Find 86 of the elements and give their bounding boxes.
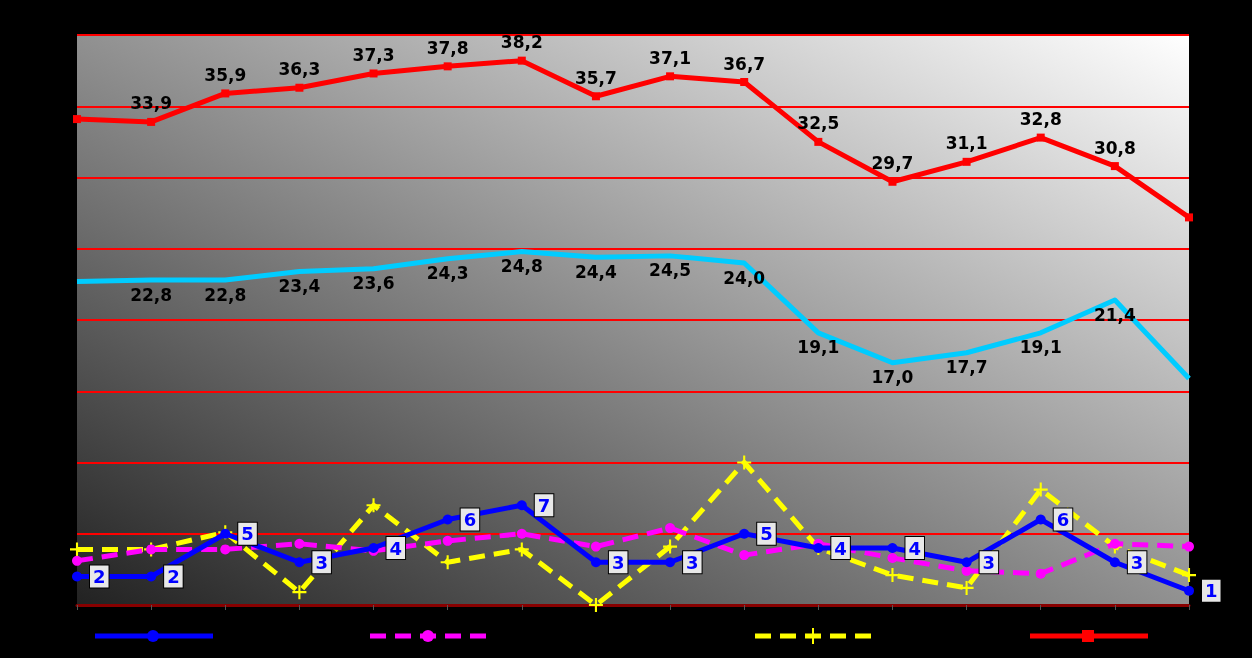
point bbox=[147, 117, 156, 126]
data-label: 5 bbox=[241, 523, 254, 545]
point bbox=[961, 557, 972, 568]
data-label: 17,7 bbox=[945, 357, 988, 378]
data-label: 6 bbox=[1056, 509, 1070, 530]
point bbox=[665, 557, 676, 568]
data-label: 19,1 bbox=[797, 337, 840, 358]
point bbox=[1110, 162, 1119, 171]
point bbox=[737, 455, 752, 470]
point bbox=[72, 571, 82, 582]
point bbox=[814, 137, 823, 146]
data-label: 3 bbox=[982, 551, 996, 573]
point bbox=[442, 535, 453, 546]
point bbox=[590, 541, 601, 552]
data-label: 22,8 bbox=[130, 284, 173, 305]
point bbox=[1036, 133, 1045, 142]
point bbox=[1109, 557, 1120, 568]
data-label: 6 bbox=[463, 509, 477, 530]
data-label: 3 bbox=[315, 551, 328, 573]
point bbox=[220, 544, 231, 555]
data-label: 7 bbox=[537, 494, 551, 516]
data-label: 1 bbox=[1205, 580, 1218, 602]
data-label: 35,7 bbox=[574, 67, 617, 88]
data-label: 5 bbox=[760, 523, 773, 545]
data-label: 4 bbox=[908, 537, 921, 559]
data-label: 24,5 bbox=[649, 260, 692, 281]
data-label: 30,8 bbox=[1093, 137, 1136, 158]
data-label: 24,8 bbox=[500, 256, 543, 277]
point bbox=[366, 498, 381, 513]
data-label: 31,1 bbox=[945, 133, 988, 154]
point bbox=[1109, 538, 1120, 549]
point bbox=[369, 69, 378, 78]
point bbox=[295, 83, 304, 92]
point bbox=[961, 565, 972, 576]
point bbox=[591, 92, 600, 101]
point bbox=[665, 523, 676, 534]
point bbox=[739, 528, 750, 539]
data-label: 3 bbox=[1130, 551, 1144, 573]
data-label: 19,1 bbox=[1019, 337, 1062, 358]
data-label: 23,4 bbox=[278, 276, 321, 297]
data-label: 2 bbox=[167, 566, 180, 587]
data-label: 4 bbox=[389, 537, 403, 559]
point bbox=[590, 557, 601, 568]
data-label: 24,3 bbox=[426, 263, 469, 284]
data-label: 37,8 bbox=[426, 37, 469, 58]
data-label: 3 bbox=[686, 551, 699, 573]
data-label: 17,0 bbox=[871, 367, 914, 388]
data-label: 32,8 bbox=[1019, 109, 1062, 130]
data-label: 3 bbox=[611, 551, 625, 573]
point bbox=[1035, 568, 1046, 579]
data-label: 37,3 bbox=[352, 44, 395, 65]
point bbox=[517, 56, 526, 65]
point bbox=[962, 157, 971, 166]
point bbox=[73, 115, 81, 124]
point bbox=[442, 514, 453, 525]
data-label: 35,9 bbox=[204, 64, 247, 85]
point bbox=[516, 528, 527, 539]
point bbox=[72, 555, 82, 566]
data-label: 2 bbox=[93, 566, 106, 587]
data-label: 23,6 bbox=[352, 273, 395, 294]
data-label: 4 bbox=[834, 537, 847, 559]
point bbox=[885, 568, 900, 583]
data-label: 36,7 bbox=[723, 53, 766, 74]
point bbox=[887, 552, 898, 563]
point bbox=[516, 500, 527, 511]
point bbox=[221, 89, 230, 98]
point bbox=[146, 571, 157, 582]
point bbox=[740, 78, 749, 87]
point bbox=[294, 538, 305, 549]
data-label: 32,5 bbox=[797, 113, 840, 134]
point bbox=[443, 62, 452, 71]
point bbox=[1185, 213, 1193, 222]
point bbox=[294, 557, 305, 568]
data-label: 38,2 bbox=[500, 32, 543, 53]
data-label: 37,1 bbox=[649, 47, 692, 68]
point bbox=[887, 543, 898, 553]
point bbox=[739, 550, 750, 561]
point bbox=[666, 72, 675, 81]
data-label: 29,7 bbox=[871, 153, 914, 174]
data-label: 24,4 bbox=[574, 261, 618, 282]
data-label: 36,3 bbox=[278, 59, 321, 80]
point bbox=[1184, 541, 1194, 552]
data-label: 22,8 bbox=[204, 284, 247, 305]
point bbox=[1184, 585, 1194, 596]
point bbox=[1035, 514, 1046, 525]
point bbox=[588, 598, 603, 612]
